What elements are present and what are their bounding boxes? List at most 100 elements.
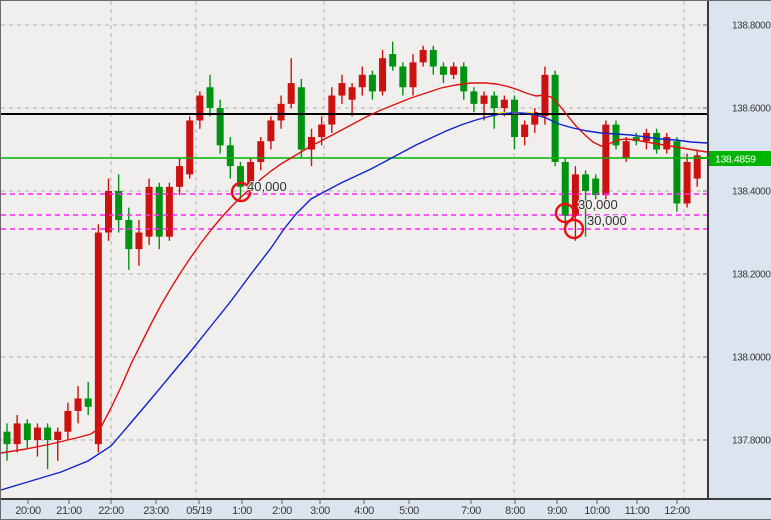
candle-up <box>450 66 458 75</box>
candle-down <box>490 95 498 108</box>
candle-up <box>247 161 255 187</box>
time-axis-label: 9:00 <box>547 505 567 517</box>
candle-up <box>358 74 366 88</box>
candle-down <box>389 54 397 67</box>
candle-up <box>409 62 417 88</box>
price-axis-label: 138.2000 <box>732 270 771 281</box>
candle-up <box>13 423 21 445</box>
candle-down <box>368 74 376 92</box>
price-axis[interactable]: 138.8000 138.6000 138.4000 138.2000 138.0000… <box>701 1 771 499</box>
time-axis-label: 11:00 <box>625 505 650 517</box>
candle-up <box>521 124 529 138</box>
candle-up <box>683 161 691 204</box>
time-axis-label: 2:00 <box>272 505 292 517</box>
candle-up <box>94 232 102 445</box>
candle-down <box>460 66 468 92</box>
price-axis-label: 138.8000 <box>732 21 771 32</box>
candle-up <box>267 120 275 142</box>
time-axis[interactable]: 20:00 21:00 22:00 23:00 05/19 1:00 2:00 3:00 4:0… <box>1 498 771 517</box>
candle-up <box>257 141 265 162</box>
ma-fast-line <box>1 82 708 454</box>
candle-down <box>216 108 224 146</box>
candle-up <box>663 137 671 150</box>
candle-down <box>470 91 478 104</box>
current-price-marker: 138.4859 <box>709 151 771 166</box>
candle-up <box>287 83 295 104</box>
candle-up <box>186 120 194 175</box>
time-axis-label: 4:00 <box>354 505 374 517</box>
candle-up <box>145 186 153 237</box>
position-size-label: 30,000 <box>578 197 618 212</box>
time-axis-label: 22:00 <box>98 505 124 517</box>
moving-average-layer <box>1 82 708 491</box>
candle-down <box>429 49 437 67</box>
candle-up <box>64 410 72 432</box>
entry-circle <box>554 202 576 224</box>
time-axis-label: 8:00 <box>505 505 525 517</box>
candle-down <box>226 145 234 167</box>
candle-down <box>115 191 123 221</box>
candles-layer <box>3 41 701 470</box>
candle-up <box>338 83 346 96</box>
candle-up <box>105 191 112 233</box>
hlines-layer <box>1 111 708 230</box>
candle-up <box>308 137 315 150</box>
candle-down <box>592 178 600 196</box>
candle-down <box>44 427 52 440</box>
candle-up <box>531 112 539 125</box>
candle-down <box>653 132 661 150</box>
candle-down <box>236 166 244 187</box>
price-axis-label: 138.0000 <box>732 353 771 364</box>
entry-circle <box>563 218 585 240</box>
candle-up <box>196 95 204 121</box>
candle-down <box>125 220 133 250</box>
time-axis-label: 3:00 <box>310 505 330 517</box>
candle-up <box>693 155 701 179</box>
candle-up <box>348 87 356 100</box>
position-size-label: 30,000 <box>587 213 627 228</box>
time-axis-label: 23:00 <box>143 505 169 517</box>
plot-background[interactable] <box>1 1 708 499</box>
time-axis-label: 7:00 <box>461 505 481 517</box>
candle-down <box>155 186 163 237</box>
candle-down <box>3 431 11 445</box>
candle-up <box>500 99 508 108</box>
candle-down <box>632 137 640 142</box>
time-axis-label: 1:00 <box>232 505 252 517</box>
time-axis-label: 12:00 <box>664 505 690 517</box>
price-axis-label: 138.4000 <box>732 187 771 198</box>
position-size-label: 40,000 <box>247 179 287 194</box>
candle-down <box>612 124 620 146</box>
candle-down <box>561 161 569 216</box>
candle-down <box>551 74 559 162</box>
time-axis-label: 20:00 <box>15 505 41 517</box>
candle-up <box>622 141 630 158</box>
candle-up <box>318 124 326 138</box>
current-price-box <box>709 151 771 166</box>
candle-down <box>399 66 407 88</box>
ma-slow-line <box>1 112 708 491</box>
candle-down <box>84 398 92 407</box>
candle-up <box>74 398 82 411</box>
candle-down <box>23 423 31 440</box>
candle-up <box>165 186 173 237</box>
candle-up <box>135 232 143 250</box>
candle-up <box>33 427 41 440</box>
candle-down <box>511 99 518 138</box>
candle-up <box>328 95 336 125</box>
candle-up <box>419 49 427 63</box>
candle-up <box>379 58 387 92</box>
candle-down <box>297 87 305 150</box>
entry-circle <box>230 181 252 203</box>
time-axis-label: 05/19 <box>186 505 212 517</box>
current-price-label: 138.4859 <box>715 154 756 166</box>
candle-down <box>582 174 590 191</box>
time-axis-label: 5:00 <box>399 505 419 517</box>
candle-down <box>206 87 214 108</box>
candle-down <box>439 66 447 75</box>
price-axis-label: 138.6000 <box>732 104 771 115</box>
candle-up <box>571 174 579 216</box>
